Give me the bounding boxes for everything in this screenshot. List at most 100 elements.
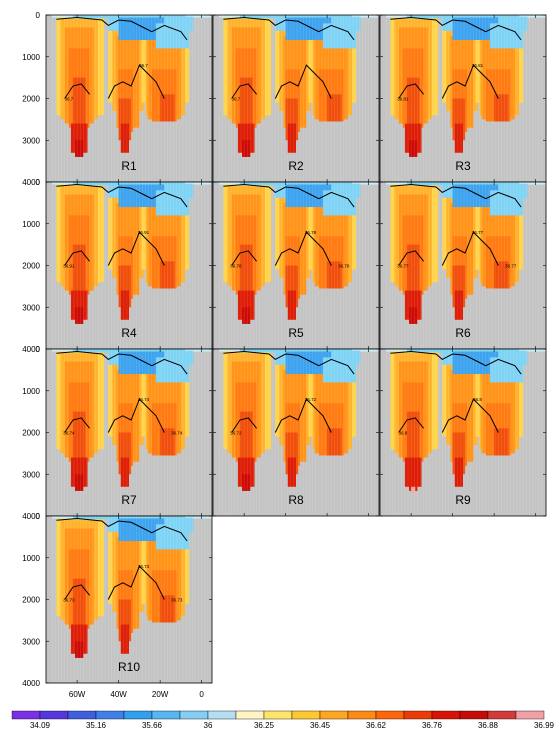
- y-tick-label: 2000: [22, 95, 40, 104]
- contour-label: 36.7: [64, 97, 73, 102]
- salinity-cell: [72, 349, 186, 353]
- panel-title: R3: [455, 159, 471, 173]
- salinity-cell: [454, 123, 463, 153]
- surface-fresh-cell: [118, 351, 165, 375]
- panel-r4: 36.91 36.91 R4: [45, 181, 213, 350]
- colorbar-swatch: [459, 710, 489, 720]
- colorbar-label: 36.25: [254, 721, 275, 730]
- contour-line-central: [274, 398, 332, 433]
- deep-pink-cell: [411, 486, 416, 494]
- x-tick-label: 60W: [69, 690, 86, 699]
- y-tick-label: 2000: [22, 596, 40, 605]
- y-tick-label: 3000: [22, 303, 40, 312]
- salinity-cell: [327, 428, 342, 456]
- west-deep-cell: [75, 641, 84, 658]
- colorbar-label: 34.09: [30, 721, 51, 730]
- colorbar-label: 36.88: [478, 721, 499, 730]
- colorbar-label: 35.66: [142, 721, 163, 730]
- colorbar-swatch: [291, 710, 321, 720]
- contour-line-central: [274, 231, 332, 266]
- panel-title: R8: [288, 493, 304, 507]
- contour-line-west: [398, 250, 424, 266]
- colorbar-swatch: [235, 710, 265, 720]
- colorbar-label: 36: [204, 721, 213, 730]
- x-tick-label: 0: [199, 690, 204, 699]
- y-tick-label: 1000: [22, 53, 40, 62]
- contour-line-surface: [56, 517, 188, 542]
- salinity-cell: [494, 94, 509, 122]
- surface-fresh-cell: [285, 184, 332, 208]
- contour-label: 36.8: [473, 397, 482, 402]
- colorbar-swatch: [67, 710, 97, 720]
- y-tick-label: 3000: [22, 470, 40, 479]
- salinity-cell: [287, 457, 296, 487]
- colorbar-swatch: [179, 710, 209, 720]
- panel-title: R4: [121, 326, 137, 340]
- west-deep-cell: [409, 474, 418, 491]
- panel-r5: 36.78 36.78 36.78 R5: [212, 181, 380, 350]
- salinity-cell: [160, 94, 175, 122]
- west-deep-cell: [242, 140, 251, 157]
- surface-fresh-cell: [118, 17, 165, 41]
- colorbar-swatch: [95, 710, 125, 720]
- salinity-cell: [406, 244, 420, 291]
- contour-label: 36.72: [230, 431, 242, 436]
- contour-label: 36.81: [397, 97, 409, 102]
- panel-r10: 36.73 36.73 36.73 R10: [45, 515, 213, 684]
- panel-title: R10: [118, 660, 140, 674]
- contour-label: 36.7: [139, 63, 148, 68]
- salinity-cell: [120, 457, 129, 487]
- salinity-cell: [120, 123, 129, 153]
- colorbar-label: 36.76: [422, 721, 443, 730]
- panel-r6: 36.77 36.77 36.77 R6: [379, 181, 547, 350]
- colorbar: 34.09 35.16 35.66 36 36.25 36.45 36.62 36.76 36.…: [11, 710, 555, 730]
- salinity-cell: [406, 411, 420, 458]
- contour-line-west: [231, 83, 257, 99]
- colorbar-swatch: [11, 710, 41, 720]
- colorbar-swatch: [375, 710, 405, 720]
- salinity-cell: [160, 428, 175, 456]
- contour-label: 36.72: [305, 397, 317, 402]
- salinity-cell: [287, 290, 296, 320]
- contour-line-surface: [223, 16, 355, 41]
- salinity-cell: [406, 349, 520, 353]
- y-tick-label: 0: [36, 11, 41, 20]
- salinity-cell: [327, 94, 342, 122]
- panel-title: R7: [121, 493, 137, 507]
- salinity-cell: [406, 77, 420, 124]
- y-tick-label: 4000: [22, 512, 40, 521]
- contour-label: 36.78: [305, 230, 317, 235]
- panel-r3: 36.81 36.81 R3: [379, 14, 547, 183]
- colorbar-swatch: [487, 710, 517, 720]
- contour-line-surface: [56, 350, 188, 375]
- west-deep-cell: [409, 140, 418, 157]
- west-deep-cell: [75, 140, 84, 157]
- salinity-cell: [454, 457, 463, 487]
- contour-label: 36.74: [138, 397, 150, 402]
- salinity-cell: [287, 123, 296, 153]
- y-tick-label: 4000: [22, 345, 40, 354]
- colorbar-swatch: [39, 710, 69, 720]
- colorbar-swatch: [263, 710, 293, 720]
- west-deep-cell: [75, 474, 84, 491]
- axes-labels: 0100020003000400001000200030004000010002…: [22, 11, 204, 699]
- contour-line-west: [64, 83, 90, 99]
- surface-fresh-cell: [118, 518, 165, 542]
- panel-title: R5: [288, 326, 304, 340]
- x-tick-label: 40W: [110, 690, 127, 699]
- panel-r9: 36.8 36.8 R9: [379, 348, 547, 517]
- contour-line-surface: [56, 16, 188, 41]
- y-tick-label: 1000: [22, 554, 40, 563]
- y-tick-label: 2000: [22, 262, 40, 271]
- salinity-cell: [160, 261, 175, 289]
- colorbar-swatch: [207, 710, 237, 720]
- contour-label: 36.91: [138, 230, 150, 235]
- y-tick-label: 1000: [22, 220, 40, 229]
- contour-line-surface: [390, 350, 522, 375]
- salinity-cell: [72, 77, 86, 124]
- panel-r7: 36.74 36.74 36.74 R7: [45, 348, 213, 517]
- y-tick-label: 2000: [22, 429, 40, 438]
- surface-fresh-cell: [285, 351, 332, 375]
- contour-line-central: [107, 64, 165, 99]
